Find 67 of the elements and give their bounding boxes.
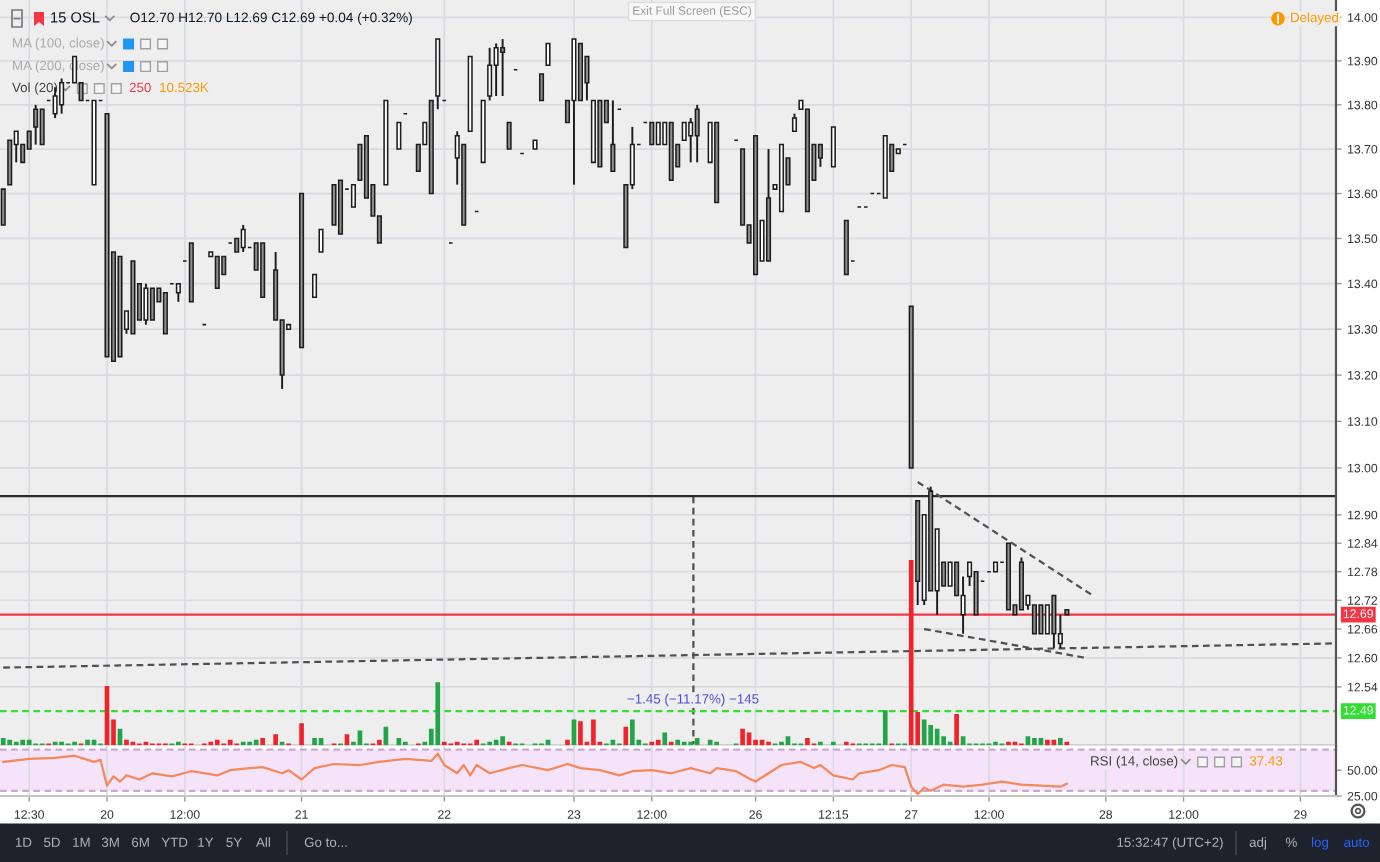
bar [214,739,220,746]
candlestick [396,121,402,150]
candlestick [33,103,39,146]
bar [921,719,927,746]
candlestick [500,38,506,97]
bar [805,737,810,746]
candlestick [655,121,661,146]
bar [227,739,233,746]
bar [299,723,304,746]
candlestick [149,287,155,321]
bar [882,710,888,746]
candlestick [1038,604,1044,635]
candlestick [487,46,493,102]
candlestick [39,108,45,146]
candlestick [1018,556,1025,611]
bar [630,719,635,746]
bar [591,719,596,746]
bar [273,734,278,746]
candlestick [694,103,700,164]
bar [941,736,946,746]
bar [1045,739,1050,746]
bar [20,739,26,746]
candlestick [311,273,318,299]
candlestick [610,99,616,173]
bar [753,739,758,746]
bar [578,721,583,746]
candlestick [493,42,499,97]
bar [7,739,13,746]
bar [565,739,570,746]
bar [0,737,6,746]
candlestick [649,121,655,146]
bar [85,739,90,746]
candlestick [0,188,6,226]
candlestick [240,223,246,253]
bar [740,728,745,746]
bar [954,713,959,746]
candlestick [506,121,512,150]
bar [675,739,681,746]
candlestick [7,139,13,186]
bar [655,739,661,746]
bar [312,737,317,746]
bar [662,732,668,746]
candlestick [830,126,836,168]
bar [253,739,259,746]
candlestick [162,291,168,335]
candlestick [143,282,149,326]
candlestick [350,183,357,208]
bar [435,682,441,746]
bar [26,739,32,746]
candlestick [318,228,324,253]
candlestick [1051,594,1057,650]
bar [1058,737,1063,746]
bar [474,739,480,746]
bar [908,560,914,746]
bar [928,725,933,746]
bar [1032,737,1037,746]
bar [377,739,382,746]
candlestick [175,282,181,303]
line-series [2,752,1068,796]
candlestick [545,42,551,67]
bar [694,737,700,746]
candlestick [214,255,220,289]
bar [124,739,129,746]
candlestick [59,77,65,115]
bar [500,736,505,746]
candlestick [538,73,545,102]
bar [260,737,265,746]
